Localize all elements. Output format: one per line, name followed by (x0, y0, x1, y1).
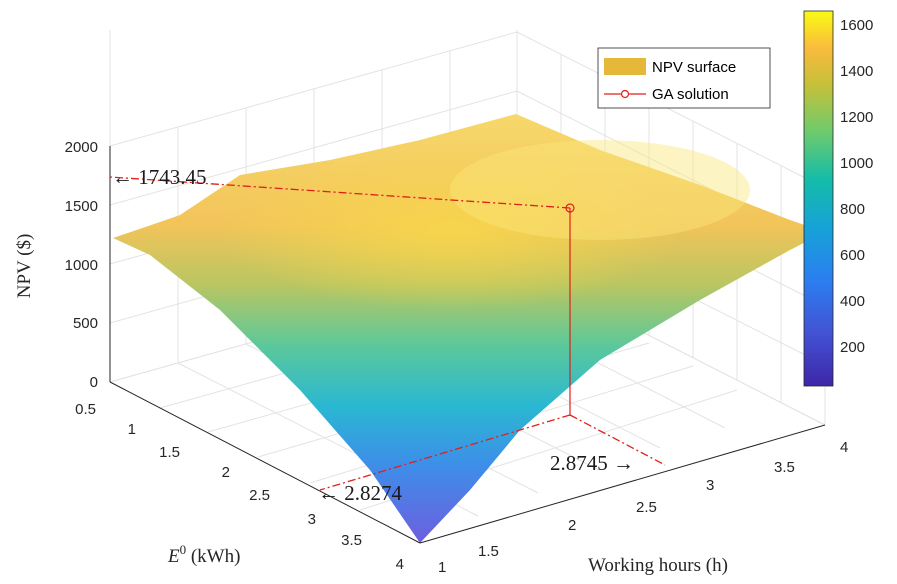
z-tick: 500 (73, 315, 98, 332)
z-axis-label: NPV ($) (14, 234, 35, 299)
x-axis: 1 1.5 2 2.5 3 3.5 4 Working hours (h) (419, 424, 848, 576)
legend-entry: GA solution (652, 86, 729, 103)
colorbar-tick: 1400 (840, 63, 873, 80)
y-tick: 3.5 (341, 532, 362, 549)
colorbar-tick: 600 (840, 247, 865, 264)
colorbar-tick: 1200 (840, 109, 873, 126)
z-axis: 0 500 1000 1500 2000 NPV ($) (14, 139, 111, 391)
y-tick: 2.5 (249, 487, 270, 504)
annotation-x: 2.8745 → (550, 451, 634, 475)
x-axis-label: Working hours (h) (588, 555, 728, 576)
npv-surface (113, 114, 825, 543)
x-tick: 1 (438, 559, 446, 576)
x-tick: 1.5 (478, 543, 499, 560)
x-tick: 3 (706, 477, 714, 494)
y-tick: 2 (222, 464, 230, 481)
z-tick: 1500 (65, 198, 98, 215)
ga-solution-marker (565, 203, 575, 213)
z-tick: 1000 (65, 257, 98, 274)
legend: NPV surface GA solution (597, 47, 771, 109)
colorbar-tick: 1000 (840, 155, 873, 172)
z-tick: 0 (90, 374, 98, 391)
x-tick: 4 (840, 439, 848, 456)
legend-surface-swatch (604, 58, 646, 75)
y-tick: 1.5 (159, 444, 180, 461)
colorbar-tick: 400 (840, 293, 865, 310)
legend-entry: NPV surface (652, 59, 736, 76)
annotation-y: ← 2.8274 (318, 481, 403, 505)
colorbar-tick: 1600 (840, 17, 873, 34)
y-axis: 0.5 1 1.5 2 2.5 3 3.5 4 E0 (kWh) (75, 381, 421, 573)
z-tick: 2000 (65, 139, 98, 156)
y-tick: 3 (308, 511, 316, 528)
x-tick: 2.5 (636, 499, 657, 516)
annotations: ← 1743.45 ← 2.8274 2.8745 → (112, 165, 634, 505)
y-axis-label: E0 (kWh) (167, 542, 240, 567)
x-tick: 3.5 (774, 459, 795, 476)
y-tick: 4 (396, 556, 404, 573)
colorbar-tick: 200 (840, 339, 865, 356)
colorbar-tick: 800 (840, 201, 865, 218)
annotation-z: ← 1743.45 (112, 165, 207, 189)
ga-solution (109, 176, 666, 491)
x-tick: 2 (568, 517, 576, 534)
colorbar: 200 400 600 800 1000 1200 1400 1600 (803, 10, 873, 387)
y-tick: 0.5 (75, 401, 96, 418)
y-tick: 1 (128, 421, 136, 438)
